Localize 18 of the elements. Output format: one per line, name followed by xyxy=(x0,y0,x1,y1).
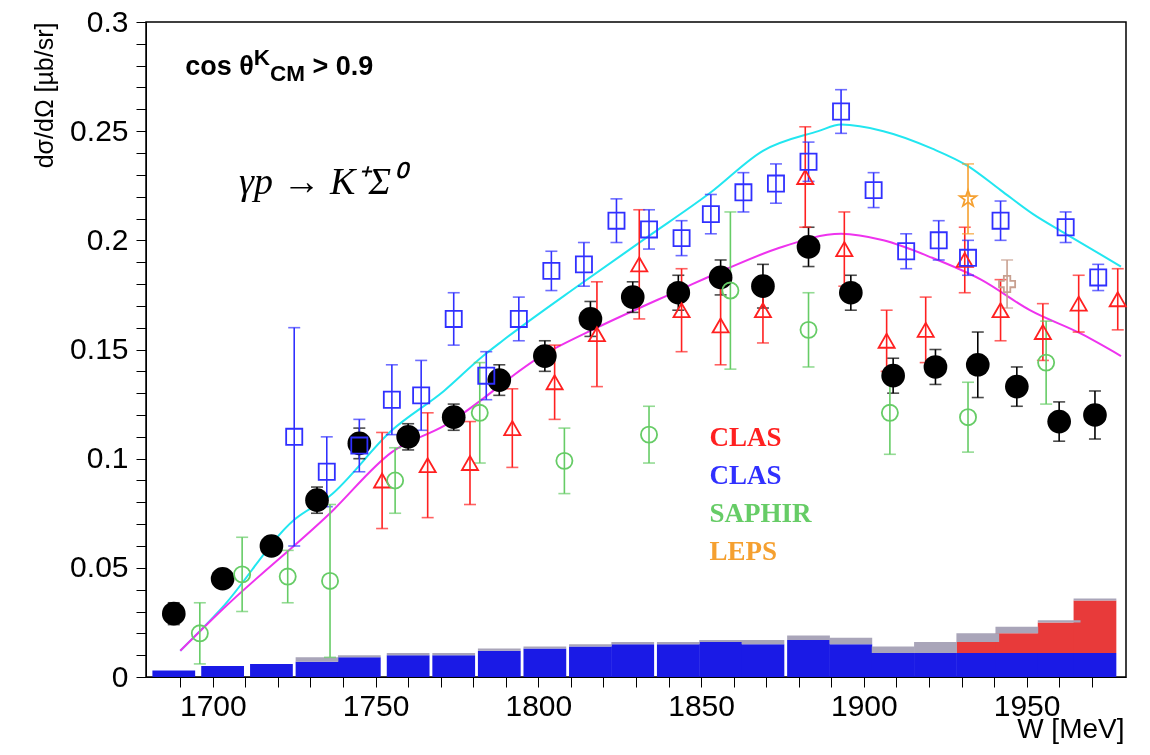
x-tick-label: 1750 xyxy=(342,688,410,722)
text: SAPHIR xyxy=(709,497,812,531)
y-tick-label: 0 xyxy=(111,659,129,693)
y-tick-label: 0.2 xyxy=(86,222,129,256)
x-tick-label: 1900 xyxy=(830,688,898,722)
y-tick-label: 0.25 xyxy=(70,113,129,147)
text: CLAS xyxy=(709,421,783,455)
annotation: cos θ$^{K}$$_{CM}$ > 0.9 xyxy=(185,44,374,88)
y-tick-label: 0.3 xyxy=(86,4,129,38)
y-axis-title: dσ/dΩ [µb/sr] xyxy=(30,22,59,169)
x-tick-label: 1850 xyxy=(668,688,735,722)
y-tick-label: 0.1 xyxy=(86,441,129,475)
text: LEPS xyxy=(709,535,779,569)
y-tick-label: 0.05 xyxy=(70,550,129,584)
y-tick-label: 0.15 xyxy=(70,332,129,365)
x-tick-label: 1700 xyxy=(179,688,247,722)
text: CLAS xyxy=(709,459,783,493)
x-tick-label: 1800 xyxy=(505,688,573,722)
